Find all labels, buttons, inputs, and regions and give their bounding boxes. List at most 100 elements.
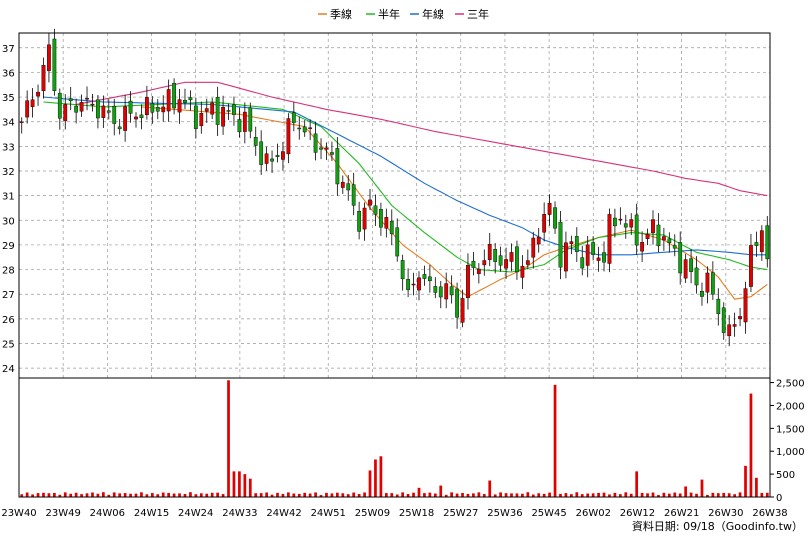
candle-body: [694, 267, 699, 286]
candle-body: [678, 242, 683, 274]
volume-bar: [559, 493, 562, 497]
candle-body: [411, 283, 416, 286]
ma-line-0: [141, 106, 768, 300]
volume-bar: [80, 494, 83, 497]
candle-body: [368, 199, 372, 206]
candle-body: [618, 218, 623, 221]
candle-body: [564, 242, 568, 272]
volume-bar: [515, 493, 519, 497]
price-tick-label: 32: [2, 167, 15, 178]
volume-bar: [379, 456, 383, 497]
x-axis: 23W40 23W49 24W06 24W15 24W24 24W33 24W42 24W51…: [1, 508, 787, 519]
volume-bar: [319, 495, 323, 497]
candlesticks: [19, 28, 770, 347]
candle-body: [134, 116, 138, 120]
x-tick-label: 25W45: [531, 508, 566, 519]
volume-bar: [749, 393, 753, 497]
ma-line-1: [43, 101, 768, 273]
volume-bar: [744, 465, 747, 497]
volume-bar: [542, 493, 546, 497]
volume-bar: [433, 493, 437, 497]
x-tick-label: 25W36: [487, 508, 522, 519]
candle-body: [346, 183, 351, 191]
price-tick-label: 24: [2, 364, 15, 375]
candle-body: [270, 158, 274, 162]
candle-body: [427, 276, 432, 282]
volume-bar: [292, 493, 296, 497]
volume-bar: [646, 493, 649, 497]
candle-body: [351, 184, 356, 206]
volume-bar: [673, 492, 677, 497]
volume-tick-label: 2,000: [776, 401, 805, 412]
candle-body: [242, 111, 247, 132]
volume-bar: [455, 493, 459, 497]
candle-body: [237, 119, 242, 133]
volume-bar: [178, 493, 181, 497]
candle-body: [438, 286, 443, 298]
volume-bar: [287, 492, 290, 497]
volume-bar: [406, 494, 410, 497]
candle-body: [253, 137, 258, 146]
candle-body: [700, 290, 704, 297]
candle-body: [19, 121, 24, 123]
price-axis: 24 25 26 27 28 29 30 31 32 33 34 35 36 37: [2, 44, 15, 375]
volume-bar: [510, 493, 513, 497]
candle-body: [226, 110, 231, 112]
volume-bar: [733, 494, 736, 497]
candle-body: [112, 105, 117, 124]
volume-bar: [118, 493, 122, 497]
volume-bar: [238, 471, 241, 497]
candle-body: [161, 106, 166, 113]
volume-bar: [716, 493, 720, 497]
candle-body: [101, 105, 106, 118]
candle-body: [476, 268, 481, 274]
volume-bar: [254, 493, 258, 497]
candle-body: [389, 220, 394, 235]
volume-bar: [390, 493, 394, 497]
volume-bar: [618, 494, 622, 497]
volume-bar: [597, 492, 600, 497]
volume-bar: [602, 492, 606, 497]
candle-body: [602, 252, 606, 263]
candle-body: [85, 98, 89, 100]
candle-body: [553, 207, 557, 229]
candle-body: [705, 272, 710, 293]
volume-bar: [700, 479, 704, 497]
price-tick-label: 26: [2, 315, 15, 326]
x-tick-label: 23W49: [46, 508, 81, 519]
x-tick-label: 25W27: [443, 508, 478, 519]
volume-bar: [232, 471, 236, 497]
candle-body: [166, 89, 171, 112]
candle-body: [150, 103, 155, 113]
candle-body: [123, 106, 128, 131]
candle-body: [275, 155, 280, 157]
volume-axis: 0 500 1,000 1,500 2,000 2,500: [770, 379, 805, 504]
price-tick-label: 37: [2, 44, 15, 55]
volume-bar: [738, 492, 742, 497]
volume-tick-label: 500: [776, 470, 795, 481]
price-tick-label: 33: [2, 142, 15, 153]
volume-bar: [47, 493, 51, 497]
volume-bar: [570, 494, 573, 497]
volume-bar: [657, 495, 660, 497]
volume-bar: [183, 493, 187, 497]
volume-bar: [423, 493, 426, 497]
candle-body: [759, 230, 764, 252]
volume-plot-frame: [18, 377, 771, 498]
volume-bar: [167, 492, 171, 497]
volume-bar: [711, 492, 715, 497]
price-tick-label: 35: [2, 93, 15, 104]
volume-bar: [297, 493, 301, 497]
x-tick-label: 24W51: [311, 508, 346, 519]
volume-bar: [624, 492, 628, 497]
source-label: 資料日期: 09/18（Goodinfo.tw）: [632, 519, 803, 533]
volume-bar: [112, 492, 116, 497]
x-tick-label: 26W02: [576, 508, 611, 519]
candle-body: [504, 259, 508, 269]
volume-bar: [368, 470, 372, 497]
candle-body: [297, 127, 302, 130]
volume-bar: [107, 494, 111, 497]
candle-body: [63, 104, 68, 122]
volume-bar: [384, 493, 388, 497]
candle-body: [340, 181, 345, 188]
